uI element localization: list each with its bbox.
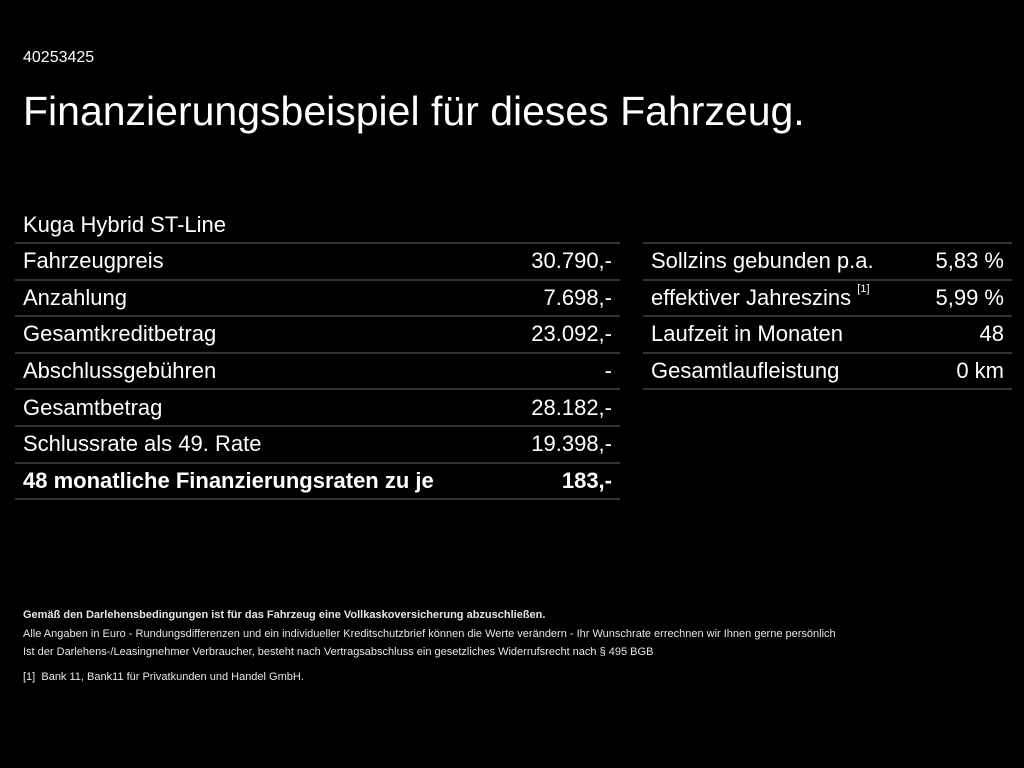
finance-table: Fahrzeugpreis 30.790,- Anzahlung 7.698,- G…	[15, 242, 620, 501]
table-row: effektiver Jahreszins [1] 5,99 %	[643, 281, 1012, 318]
footnote-text: Bank 11, Bank11 für Privatkunden und Han…	[41, 670, 304, 683]
row-label: Anzahlung	[23, 284, 127, 310]
row-value: 7.698,-	[543, 284, 613, 310]
footnote-mark: [1]	[23, 670, 36, 683]
row-value: 28.182,-	[531, 394, 612, 420]
monthly-rate-row: 48 monatliche Finanzierungsraten zu je 18…	[15, 464, 620, 501]
footnote: [1] Bank 11, Bank11 für Privatkunden und…	[23, 668, 836, 687]
row-label: 48 monatliche Finanzierungsraten zu je	[23, 467, 434, 493]
table-row: Gesamtlaufleistung 0 km	[643, 354, 1012, 391]
page-title: Finanzierungsbeispiel für dieses Fahrzeu…	[23, 88, 805, 134]
listing-id: 40253425	[23, 49, 95, 66]
footnote-ref: [1]	[857, 282, 870, 295]
table-row: Gesamtbetrag 28.182,-	[15, 390, 620, 427]
row-value: 5,99 %	[935, 284, 1005, 310]
row-label: Gesamtlaufleistung	[651, 358, 840, 384]
model-name: Kuga Hybrid ST-Line	[23, 212, 226, 237]
row-value: -	[604, 358, 612, 384]
row-label: Gesamtbetrag	[23, 394, 163, 420]
table-row: Schlussrate als 49. Rate 19.398,-	[15, 427, 620, 464]
table-row: Gesamtkreditbetrag 23.092,-	[15, 317, 620, 354]
table-row: Abschlussgebühren -	[15, 354, 620, 391]
table-row: Laufzeit in Monaten 48	[643, 317, 1012, 354]
row-label: Fahrzeugpreis	[23, 248, 164, 274]
table-row: Anzahlung 7.698,-	[15, 281, 620, 318]
row-label: Gesamtkreditbetrag	[23, 321, 217, 347]
interest-table: Sollzins gebunden p.a. 5,83 % effektiver …	[643, 242, 1012, 391]
row-value: 5,83 %	[935, 248, 1005, 274]
withdrawal-note: Ist der Darlehens-/Leasingnehmer Verbrau…	[23, 646, 654, 658]
row-label: Schlussrate als 49. Rate	[23, 431, 262, 457]
row-label: Laufzeit in Monaten	[651, 321, 844, 347]
row-value: 48	[979, 321, 1004, 347]
footer-notes: Gemäß den Darlehensbedingungen ist für d…	[23, 606, 836, 686]
row-label: Abschlussgebühren	[23, 358, 217, 384]
table-row: Fahrzeugpreis 30.790,-	[15, 244, 620, 281]
disclaimer: Alle Angaben in Euro - Rundungsdifferenz…	[23, 627, 836, 640]
row-value: 23.092,-	[531, 321, 612, 347]
row-label: effektiver Jahreszins	[651, 284, 852, 310]
row-value: 19.398,-	[531, 431, 612, 457]
table-row: Sollzins gebunden p.a. 5,83 %	[643, 244, 1012, 281]
row-label: Sollzins gebunden p.a.	[651, 248, 874, 274]
insurance-note: Gemäß den Darlehensbedingungen ist für d…	[23, 609, 546, 621]
row-value: 0 km	[956, 358, 1004, 384]
row-value: 30.790,-	[531, 248, 612, 274]
row-value: 183,-	[561, 467, 612, 493]
